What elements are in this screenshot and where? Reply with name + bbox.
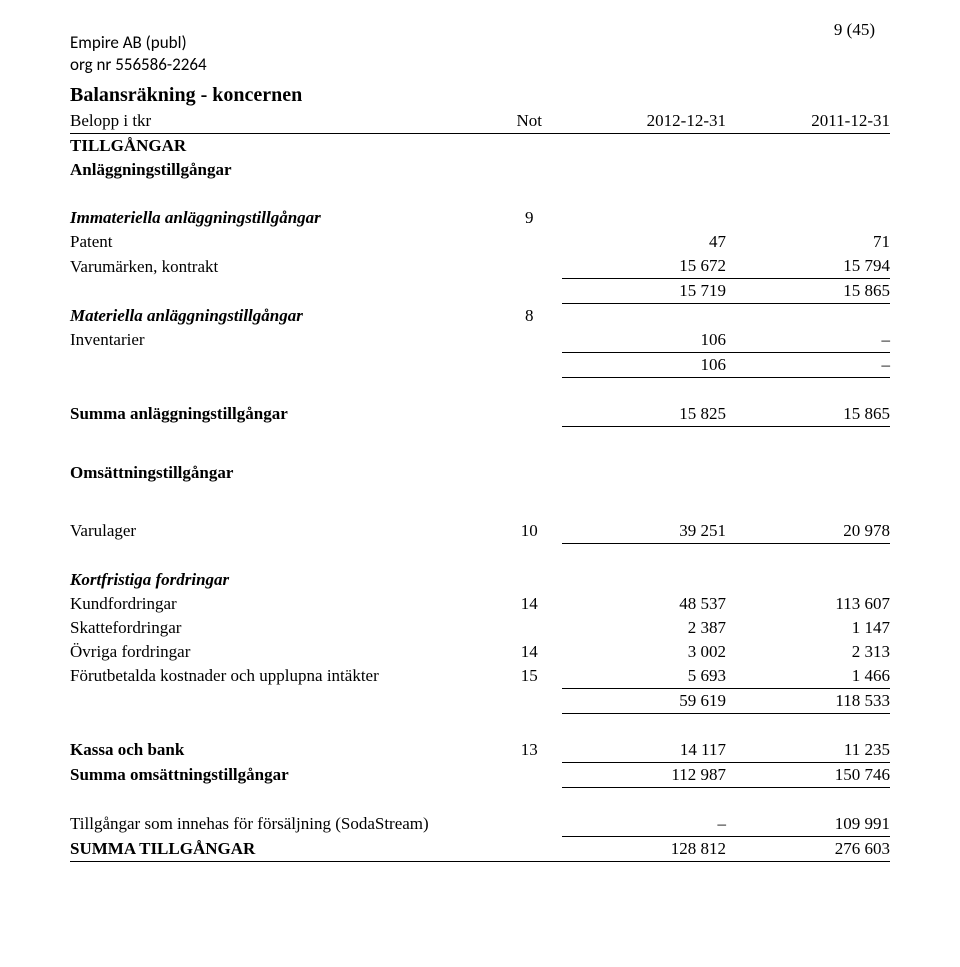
- val-2011: 118 533: [726, 688, 890, 713]
- val-2012: 15 825: [562, 402, 726, 427]
- label: Kassa och bank: [70, 738, 496, 763]
- label: Materiella anläggningstillgångar: [70, 304, 496, 328]
- note: 13: [496, 738, 562, 763]
- val-2012: 15 672: [562, 254, 726, 279]
- val-2012: 106: [562, 352, 726, 377]
- val-2011: –: [726, 352, 890, 377]
- label: TILLGÅNGAR: [70, 134, 496, 159]
- note: 8: [496, 304, 562, 328]
- val-2011: 113 607: [726, 592, 890, 616]
- val-2012: 48 537: [562, 592, 726, 616]
- row-forutbetalda: Förutbetalda kostnader och upplupna intä…: [70, 664, 890, 689]
- val-2012: 128 812: [562, 836, 726, 861]
- row-kortfr-subtotal: 59 619 118 533: [70, 688, 890, 713]
- val-2011: 276 603: [726, 836, 890, 861]
- section-omsattningstillgangar: Omsättningstillgångar: [70, 461, 890, 485]
- label: Summa anläggningstillgångar: [70, 402, 496, 427]
- val-2012: 2 387: [562, 616, 726, 640]
- label: Övriga fordringar: [70, 640, 496, 664]
- row-varumarken: Varumärken, kontrakt 15 672 15 794: [70, 254, 890, 279]
- label: Summa omsättningstillgångar: [70, 762, 496, 787]
- val-2011: 15 794: [726, 254, 890, 279]
- val-2012: 59 619: [562, 688, 726, 713]
- val-2012: 5 693: [562, 664, 726, 689]
- row-immat-subtotal: 15 719 15 865: [70, 279, 890, 304]
- val-2011: 15 865: [726, 279, 890, 304]
- label: Skattefordringar: [70, 616, 496, 640]
- label: Omsättningstillgångar: [70, 461, 496, 485]
- document-title: Balansräkning - koncernen: [70, 84, 890, 107]
- row-patent: Patent 47 71: [70, 230, 890, 254]
- val-2011: 150 746: [726, 762, 890, 787]
- section-immateriella: Immateriella anläggningstillgångar 9: [70, 206, 890, 230]
- label: Kortfristiga fordringar: [70, 568, 496, 592]
- section-anlaggningstillgangar: Anläggningstillgångar: [70, 158, 890, 182]
- note: 14: [496, 640, 562, 664]
- label: Förutbetalda kostnader och upplupna intä…: [70, 664, 496, 689]
- section-materiella: Materiella anläggningstillgångar 8: [70, 304, 890, 328]
- row-summa-tillgangar: SUMMA TILLGÅNGAR 128 812 276 603: [70, 836, 890, 861]
- row-skattefordringar: Skattefordringar 2 387 1 147: [70, 616, 890, 640]
- col-2012: 2012-12-31: [562, 109, 726, 134]
- val-2012: 39 251: [562, 519, 726, 544]
- section-kortfristiga: Kortfristiga fordringar: [70, 568, 890, 592]
- row-ovriga-fordringar: Övriga fordringar 14 3 002 2 313: [70, 640, 890, 664]
- company-header: Empire AB (publ) org nr 556586-2264: [70, 32, 890, 76]
- note: 9: [496, 206, 562, 230]
- row-soda-stream: Tillgångar som innehas för försäljning (…: [70, 812, 890, 837]
- row-summa-omsattningstillgangar: Summa omsättningstillgångar 112 987 150 …: [70, 762, 890, 787]
- company-name: Empire AB (publ): [70, 32, 890, 54]
- label: Patent: [70, 230, 496, 254]
- row-kundfordringar: Kundfordringar 14 48 537 113 607: [70, 592, 890, 616]
- note: 15: [496, 664, 562, 689]
- val-2012: 47: [562, 230, 726, 254]
- label: Tillgångar som innehas för försäljning (…: [70, 812, 496, 837]
- val-2011: 20 978: [726, 519, 890, 544]
- val-2012: 14 117: [562, 738, 726, 763]
- val-2012: 3 002: [562, 640, 726, 664]
- val-2012: 112 987: [562, 762, 726, 787]
- val-2011: 1 147: [726, 616, 890, 640]
- page-number: 9 (45): [834, 20, 875, 40]
- label: Immateriella anläggningstillgångar: [70, 206, 496, 230]
- val-2011: 109 991: [726, 812, 890, 837]
- col-not: Not: [496, 109, 562, 134]
- label: Inventarier: [70, 328, 496, 353]
- company-org: org nr 556586-2264: [70, 54, 890, 76]
- col-2011: 2011-12-31: [726, 109, 890, 134]
- row-kassa-och-bank: Kassa och bank 13 14 117 11 235: [70, 738, 890, 763]
- val-2011: 1 466: [726, 664, 890, 689]
- val-2012: 15 719: [562, 279, 726, 304]
- label: Varumärken, kontrakt: [70, 254, 496, 279]
- section-tillgangar: TILLGÅNGAR: [70, 134, 890, 159]
- note: 10: [496, 519, 562, 544]
- val-2011: 11 235: [726, 738, 890, 763]
- val-2011: 15 865: [726, 402, 890, 427]
- balance-sheet-table: Belopp i tkr Not 2012-12-31 2011-12-31 T…: [70, 109, 890, 862]
- val-2011: 71: [726, 230, 890, 254]
- val-2012: 106: [562, 328, 726, 353]
- label: Varulager: [70, 519, 496, 544]
- col-belopp: Belopp i tkr: [70, 109, 496, 134]
- row-inventarier: Inventarier 106 –: [70, 328, 890, 353]
- row-summa-anlaggningstillgangar: Summa anläggningstillgångar 15 825 15 86…: [70, 402, 890, 427]
- note: 14: [496, 592, 562, 616]
- val-2012: –: [562, 812, 726, 837]
- label: Anläggningstillgångar: [70, 158, 496, 182]
- row-mat-subtotal: 106 –: [70, 352, 890, 377]
- label: Kundfordringar: [70, 592, 496, 616]
- val-2011: 2 313: [726, 640, 890, 664]
- label: SUMMA TILLGÅNGAR: [70, 836, 496, 861]
- val-2011: –: [726, 328, 890, 353]
- row-varulager: Varulager 10 39 251 20 978: [70, 519, 890, 544]
